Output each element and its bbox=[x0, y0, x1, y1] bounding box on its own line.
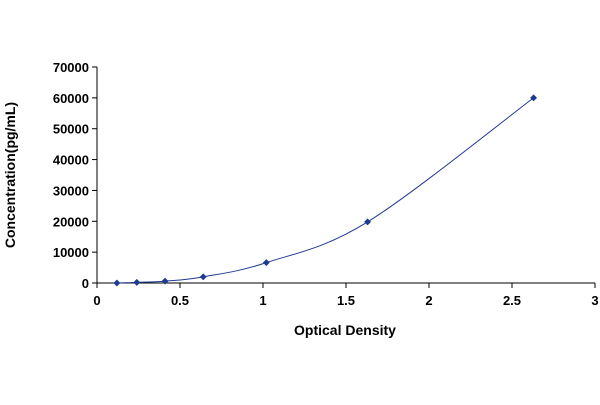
x-tick-label: 2.5 bbox=[503, 293, 521, 308]
x-tick-label: 0.5 bbox=[171, 293, 189, 308]
data-point bbox=[161, 277, 169, 285]
y-tick-label: 40000 bbox=[53, 153, 89, 168]
data-point bbox=[262, 259, 270, 267]
y-tick-label: 10000 bbox=[53, 245, 89, 260]
x-tick-label: 1 bbox=[259, 293, 266, 308]
data-point bbox=[199, 273, 207, 281]
x-tick-label: 2 bbox=[425, 293, 432, 308]
y-tick-label: 30000 bbox=[53, 183, 89, 198]
data-point bbox=[133, 278, 141, 286]
y-tick-label: 50000 bbox=[53, 122, 89, 137]
y-tick-label: 60000 bbox=[53, 91, 89, 106]
y-tick-label: 20000 bbox=[53, 214, 89, 229]
x-tick-label: 1.5 bbox=[337, 293, 355, 308]
x-tick-label: 0 bbox=[93, 293, 100, 308]
data-point bbox=[364, 218, 372, 226]
y-axis-title: Concentration(pg/mL) bbox=[2, 102, 18, 248]
x-tick-label: 3 bbox=[591, 293, 598, 308]
data-point bbox=[113, 279, 121, 287]
y-tick-label: 0 bbox=[82, 276, 89, 291]
fitted-curve-line bbox=[116, 97, 534, 284]
y-tick-label: 70000 bbox=[53, 60, 89, 75]
x-axis-title: Optical Density bbox=[294, 322, 396, 338]
data-point bbox=[530, 94, 538, 102]
points-layer bbox=[113, 94, 538, 287]
axes-layer: 0 10000 20000 30000 40000 50000 60000 70000 0 0.5… bbox=[53, 60, 599, 308]
curve-layer bbox=[116, 97, 534, 284]
